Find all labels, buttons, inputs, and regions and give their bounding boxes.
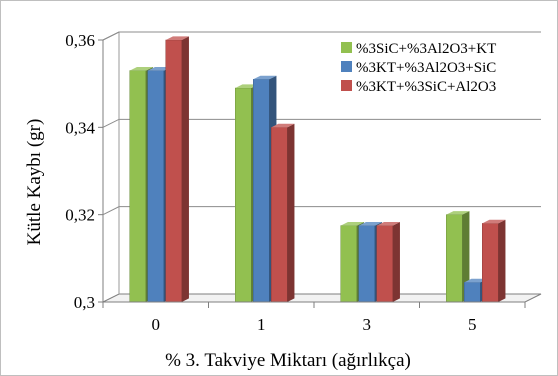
bar-top bbox=[358, 221, 382, 226]
bar-top bbox=[446, 211, 470, 215]
bar-front bbox=[271, 127, 288, 303]
bar bbox=[271, 123, 295, 303]
bar-front bbox=[235, 87, 252, 303]
bar-front bbox=[340, 225, 357, 303]
bar-top bbox=[464, 278, 488, 283]
legend-box bbox=[336, 35, 552, 97]
x-tick-label: 3 bbox=[363, 315, 372, 334]
bar-front bbox=[376, 225, 393, 303]
bar bbox=[376, 221, 400, 303]
bar-top bbox=[129, 66, 153, 71]
bar-side bbox=[462, 211, 470, 302]
legend-label: %3KT+%3SiC+Al2O3 bbox=[356, 79, 496, 95]
gridline bbox=[102, 206, 541, 216]
bar-front bbox=[129, 70, 146, 303]
legend-swatch bbox=[341, 42, 352, 53]
bar bbox=[482, 219, 506, 303]
y-tick-label: 0,32 bbox=[65, 206, 95, 225]
y-axis-title: Kütle Kaybı (gr) bbox=[24, 119, 45, 246]
x-tick-label: 1 bbox=[257, 315, 266, 334]
bar bbox=[446, 211, 470, 303]
bar-top bbox=[235, 84, 259, 89]
y-tick-label: 0,3 bbox=[74, 293, 95, 312]
bar-top bbox=[147, 66, 171, 71]
legend: %3SiC+%3Al2O3+KT %3KT+%3Al2O3+SiC %3KT+%3S… bbox=[336, 35, 552, 97]
bar-top bbox=[271, 123, 295, 128]
legend-swatch bbox=[341, 61, 352, 72]
bar-top bbox=[376, 221, 400, 226]
y-tick-label: 0,34 bbox=[65, 118, 95, 137]
bar-front bbox=[253, 79, 270, 303]
bar-front bbox=[358, 225, 375, 303]
x-tick-label: 0 bbox=[152, 315, 161, 334]
bar-front bbox=[165, 39, 182, 303]
y-tick-label: 0,36 bbox=[65, 31, 95, 50]
legend-label: %3SiC+%3Al2O3+KT bbox=[356, 41, 496, 57]
bar-side bbox=[181, 36, 189, 303]
gridline bbox=[102, 31, 541, 41]
bar-top bbox=[340, 221, 364, 226]
bar-top bbox=[253, 75, 277, 80]
x-axis-title: % 3. Takviye Miktarı (ağırlıkça) bbox=[165, 350, 411, 371]
legend-swatch bbox=[341, 80, 352, 91]
gridline bbox=[102, 118, 541, 128]
bar-front bbox=[446, 214, 463, 303]
x-tick-label: 5 bbox=[468, 315, 477, 334]
legend-label: %3KT+%3Al2O3+SiC bbox=[356, 60, 496, 76]
bar-top bbox=[482, 219, 506, 224]
bar-top bbox=[165, 36, 189, 40]
bar-side bbox=[392, 221, 400, 302]
bar-front bbox=[147, 70, 164, 303]
bar-front bbox=[482, 223, 499, 303]
bar bbox=[165, 36, 189, 303]
bar-side bbox=[498, 219, 506, 302]
bar-side bbox=[287, 123, 295, 302]
bar-front bbox=[464, 282, 481, 303]
